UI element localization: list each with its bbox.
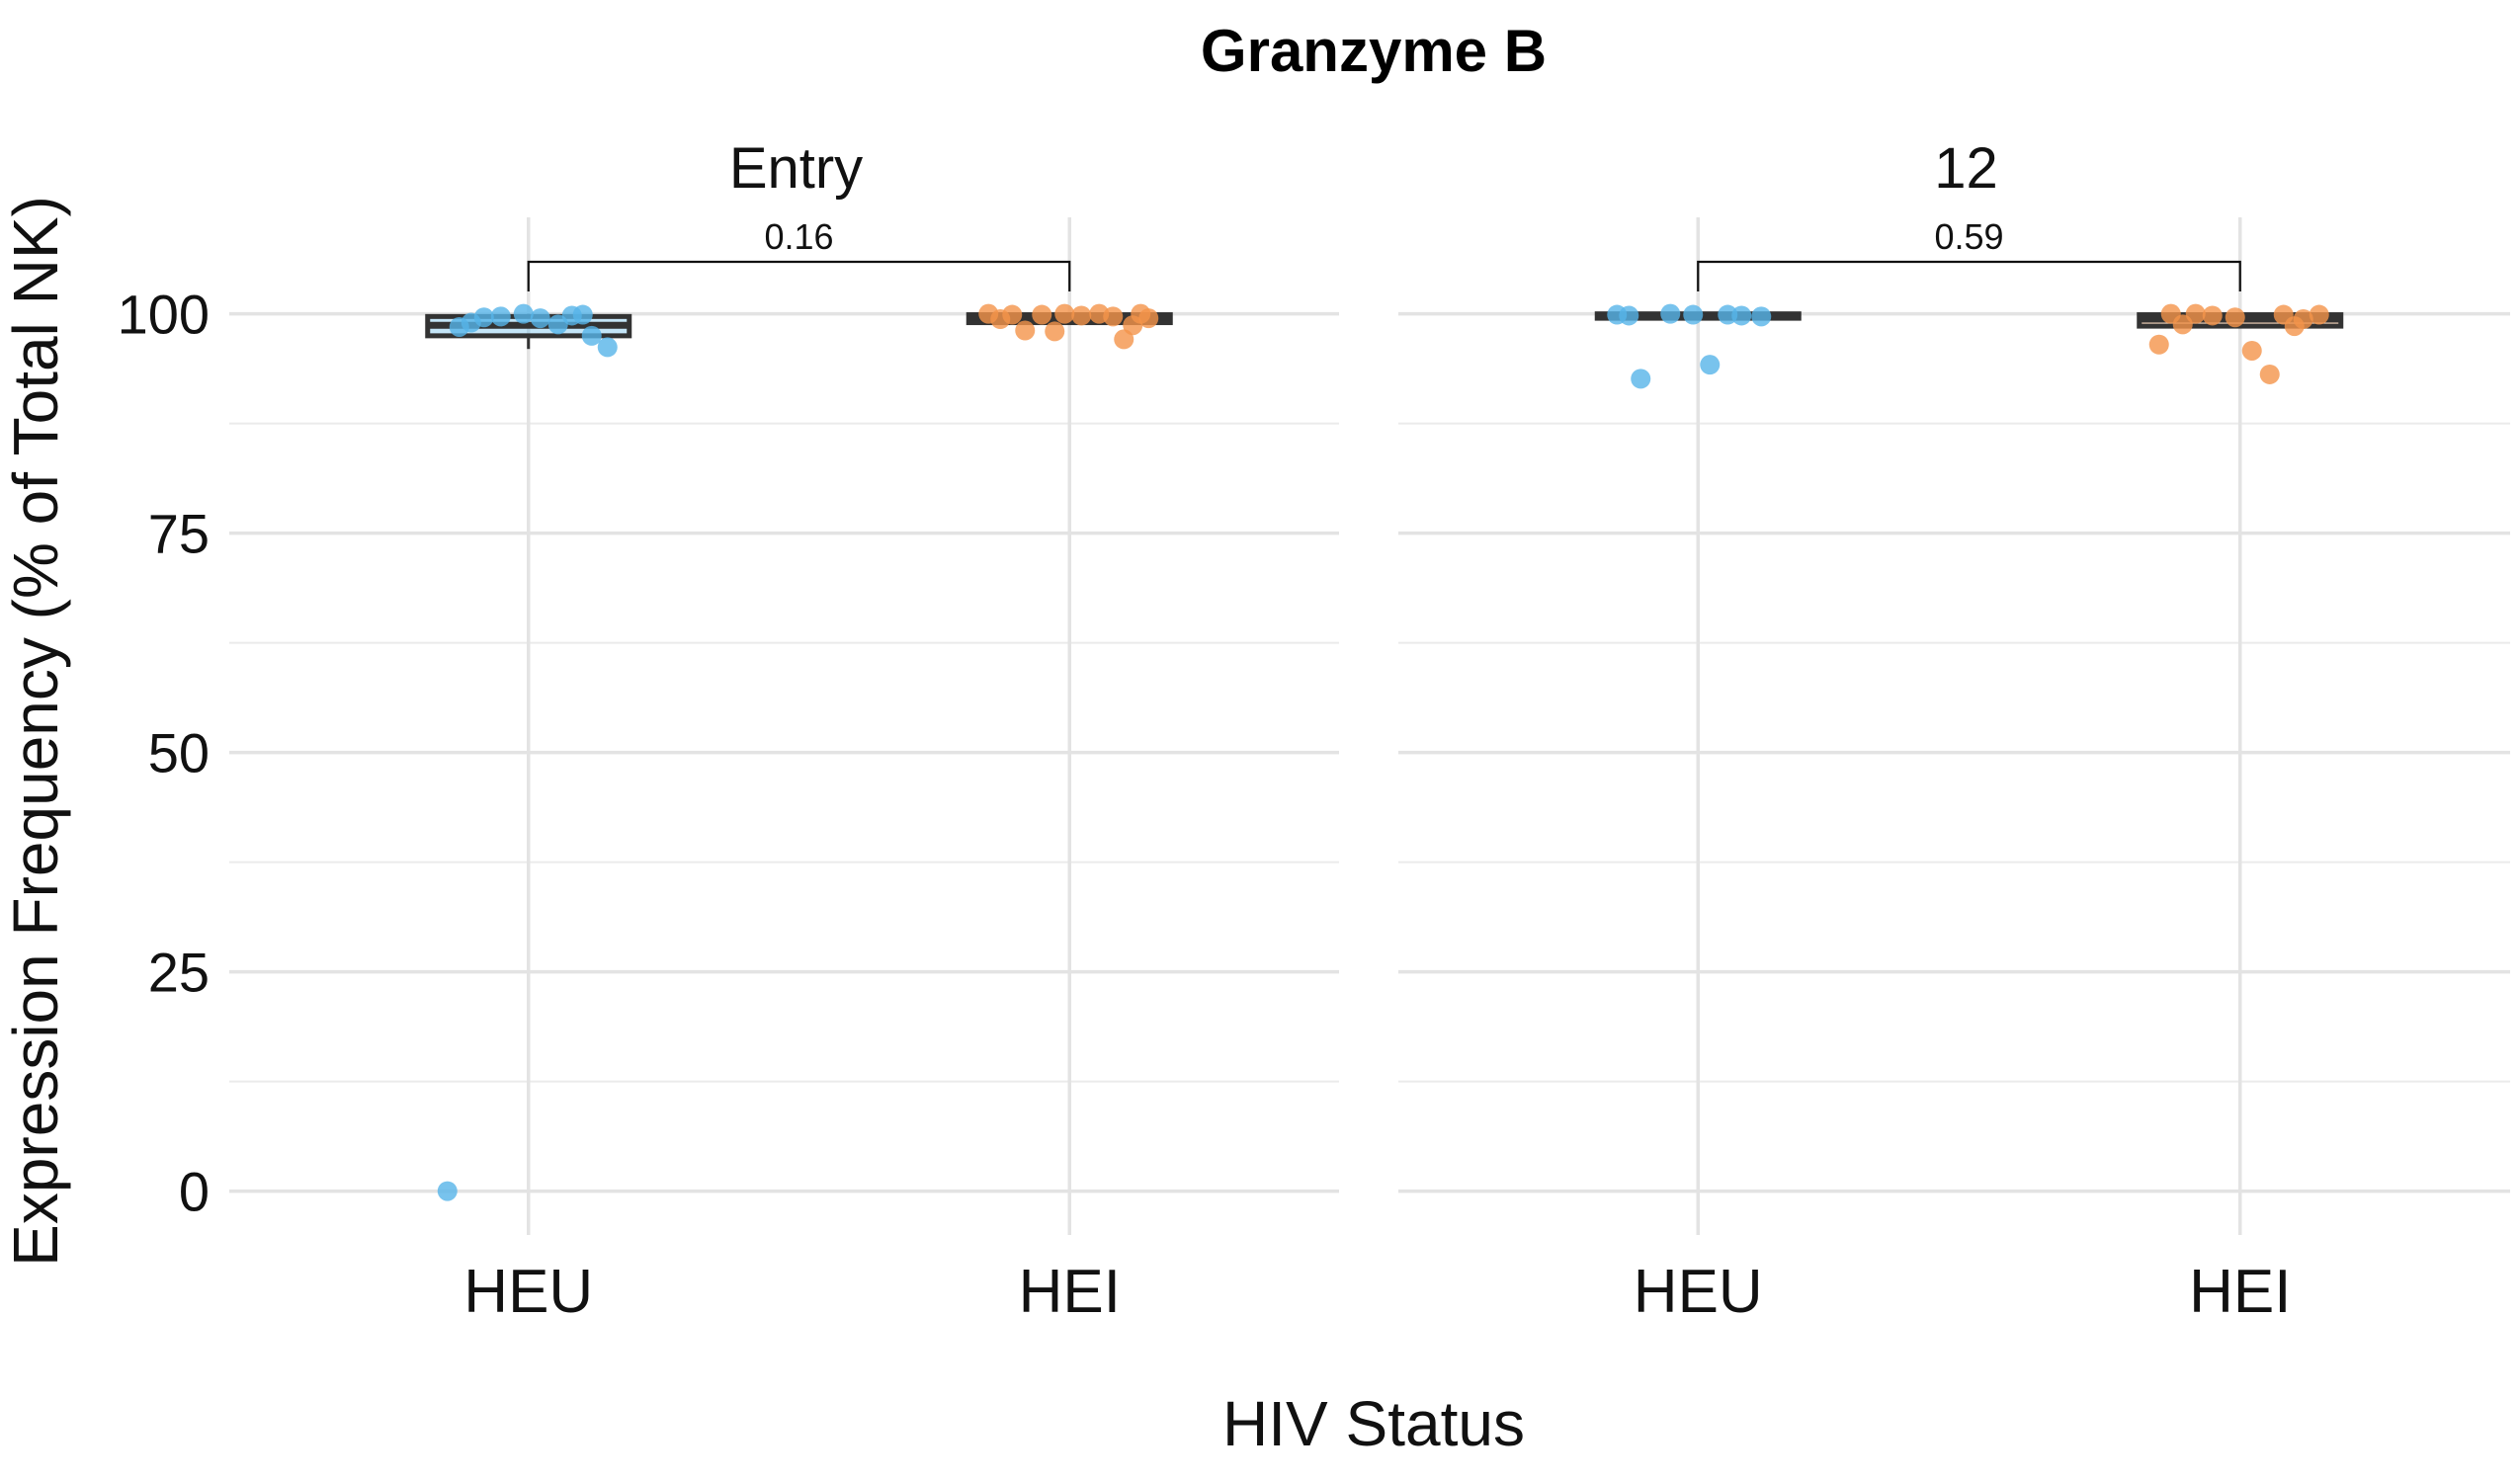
data-point: [473, 307, 494, 328]
data-point: [513, 303, 534, 324]
significance-bracket: [527, 260, 1071, 291]
data-point: [1631, 369, 1651, 389]
data-point: [1731, 305, 1752, 326]
data-point: [1002, 304, 1023, 325]
x-tick-label: HEU: [1634, 1258, 1763, 1326]
data-point: [2148, 334, 2169, 355]
panel-strip-label: Entry: [729, 136, 863, 201]
data-point: [1032, 304, 1052, 325]
data-point: [437, 1181, 458, 1201]
x-tick-label: HEI: [1019, 1258, 1121, 1326]
data-point: [2259, 364, 2280, 384]
y-tick-label: 0: [179, 1161, 210, 1223]
y-tick-label: 75: [148, 503, 210, 565]
data-point: [2202, 305, 2223, 326]
data-point: [2225, 307, 2245, 328]
y-axis-title: Expression Frequency (% of Total NK): [0, 196, 71, 1267]
data-point: [2185, 303, 2206, 324]
x-tick-label: HEU: [463, 1258, 593, 1326]
data-point: [490, 306, 511, 327]
data-point: [1683, 304, 1704, 325]
data-point: [597, 337, 618, 358]
data-point: [1054, 303, 1075, 324]
y-tick-label: 100: [118, 284, 210, 346]
data-point: [1751, 306, 1772, 327]
panel-strip-label: 12: [1934, 136, 1998, 201]
data-point: [1619, 305, 1639, 326]
x-axis-title: HIV Status: [1222, 1388, 1525, 1459]
data-point: [1700, 355, 1721, 375]
x-tick-label: HEI: [2189, 1258, 2291, 1326]
data-point: [1660, 303, 1681, 324]
y-tick-label: 25: [148, 942, 210, 1004]
data-point: [1071, 305, 1092, 326]
chart-title: Granzyme B: [1201, 18, 1547, 84]
data-point: [2241, 340, 2262, 361]
data-point: [1114, 329, 1134, 350]
plot-area: 0 25 50 75 100 Entry HEU HEI 0.16 12 HEU HEI 0.59: [118, 136, 2510, 1326]
data-point: [2309, 304, 2329, 325]
data-point: [1015, 320, 1036, 341]
p-value-label: 0.16: [764, 216, 833, 257]
data-point: [530, 308, 550, 329]
data-point: [581, 325, 602, 346]
data-point: [2284, 316, 2305, 337]
data-point: [572, 304, 593, 325]
data-point: [1045, 321, 1065, 342]
data-point: [1131, 303, 1151, 324]
significance-bracket: [1697, 260, 2241, 291]
y-tick-label: 50: [148, 722, 210, 784]
p-value-label: 0.59: [1934, 216, 2003, 257]
data-point: [1103, 306, 1124, 327]
